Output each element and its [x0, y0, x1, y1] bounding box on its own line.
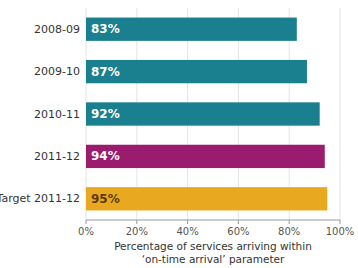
- bar: [86, 102, 320, 125]
- x-tick-label: 100%: [326, 226, 355, 237]
- x-axis: 0% 20% 40% 60% 80% 100%: [78, 220, 354, 237]
- bar: [86, 60, 307, 83]
- x-axis-label: Percentage of services arriving within‘o…: [114, 240, 312, 265]
- data-label: 94%: [91, 149, 120, 163]
- x-axis-line: [86, 220, 340, 221]
- x-tick: [340, 220, 341, 224]
- bar: [86, 187, 327, 210]
- x-tick-label: 80%: [278, 226, 300, 237]
- x-tick: [136, 220, 137, 224]
- y-tick-label: 2008-09: [34, 23, 80, 36]
- data-label: 95%: [91, 192, 120, 206]
- data-labels: 83% 87% 92% 94% 95%: [91, 22, 120, 206]
- x-tick-label: 40%: [176, 226, 198, 237]
- grid-line: [340, 8, 341, 220]
- y-tick-label: 2011-12: [34, 150, 80, 163]
- y-tick-label: Target 2011-12: [0, 192, 80, 205]
- bars: [86, 18, 327, 211]
- data-label: 92%: [91, 107, 120, 121]
- y-axis: 2008-09 2009-10 2010-11 2011-12 Target 2011-…: [0, 23, 80, 206]
- chart: 83% 87% 92% 94% 95% 2008-09 2009-10 2010-11 2011…: [0, 0, 358, 268]
- bar: [86, 18, 297, 41]
- y-tick-label: 2009-10: [34, 65, 80, 78]
- y-tick-label: 2010-11: [34, 108, 80, 121]
- x-tick-label: 60%: [227, 226, 249, 237]
- x-tick: [238, 220, 239, 224]
- x-tick: [187, 220, 188, 224]
- x-tick-label: 0%: [78, 226, 94, 237]
- x-tick: [289, 220, 290, 224]
- data-label: 83%: [91, 22, 120, 36]
- x-tick: [86, 220, 87, 224]
- bar: [86, 145, 325, 168]
- x-tick-label: 20%: [126, 226, 148, 237]
- data-label: 87%: [91, 65, 120, 79]
- grid: [86, 8, 340, 220]
